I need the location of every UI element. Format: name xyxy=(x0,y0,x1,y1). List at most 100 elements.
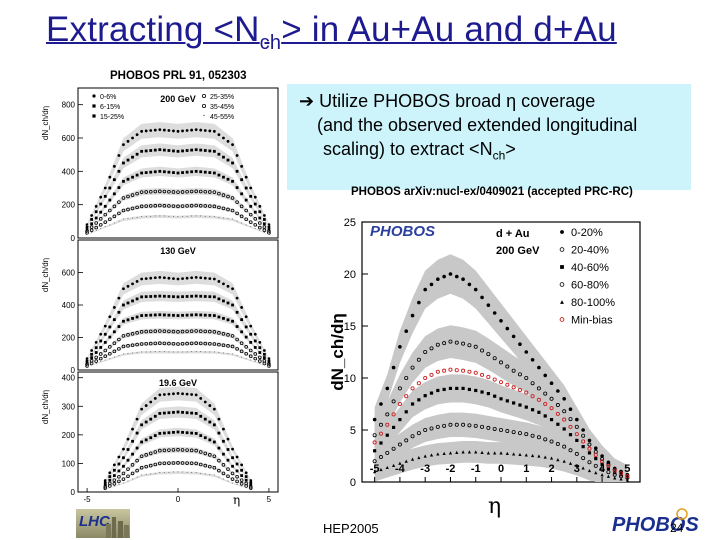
data-point xyxy=(181,430,184,434)
data-point xyxy=(122,464,125,468)
data-point xyxy=(244,475,248,478)
data-point: * xyxy=(250,359,252,363)
data-point xyxy=(112,204,117,209)
data-point xyxy=(461,368,466,373)
x-tick-label: -1 xyxy=(471,463,481,475)
data-point xyxy=(217,297,221,301)
data-point xyxy=(575,438,579,442)
data-point: * xyxy=(155,215,157,219)
data-point xyxy=(239,481,244,486)
y-tick-label: 0 xyxy=(71,234,76,243)
data-point: * xyxy=(237,220,239,224)
data-point: * xyxy=(100,360,102,364)
data-point: * xyxy=(182,471,184,475)
data-point xyxy=(162,461,167,466)
data-point xyxy=(505,326,510,331)
data-point xyxy=(158,432,162,435)
y-tick-label: 0 xyxy=(71,366,76,375)
data-point xyxy=(226,333,230,337)
y-tick-label: 25 xyxy=(344,217,356,229)
data-point: * xyxy=(255,360,257,364)
data-point xyxy=(85,231,89,235)
y-axis-label: dN_ch/dη xyxy=(41,106,50,140)
data-point xyxy=(172,129,175,133)
data-point xyxy=(499,451,503,455)
data-point xyxy=(248,486,253,491)
data-point xyxy=(139,204,144,209)
data-point xyxy=(108,345,112,349)
data-point xyxy=(167,411,171,415)
data-point: * xyxy=(173,471,175,475)
data-point xyxy=(235,296,239,300)
data-point xyxy=(226,194,230,199)
data-point xyxy=(121,344,126,349)
data-point xyxy=(235,310,239,314)
data-point xyxy=(221,206,226,211)
data-point xyxy=(267,364,271,368)
data-point xyxy=(135,173,139,177)
data-point xyxy=(416,431,421,436)
data-point: * xyxy=(259,362,261,366)
data-point xyxy=(103,220,108,224)
legend-label: 60-80% xyxy=(571,280,609,292)
data-point: * xyxy=(246,486,248,490)
data-point xyxy=(212,295,216,299)
data-point xyxy=(556,389,560,393)
data-point xyxy=(180,190,185,194)
data-point xyxy=(594,457,598,461)
data-point: * xyxy=(232,218,234,222)
data-point xyxy=(606,463,611,468)
data-point: * xyxy=(146,350,148,354)
data-point xyxy=(203,149,207,152)
data-point xyxy=(240,306,244,309)
data-point: * xyxy=(223,216,225,220)
data-point xyxy=(208,190,212,194)
data-point xyxy=(467,387,472,392)
data-point xyxy=(94,351,98,354)
data-point xyxy=(499,397,503,401)
data-point xyxy=(126,194,130,199)
data-point xyxy=(153,170,157,174)
data-point xyxy=(171,461,176,465)
y-tick-label: 600 xyxy=(62,134,76,143)
data-point xyxy=(135,342,139,347)
data-point: * xyxy=(123,353,125,357)
data-point xyxy=(185,149,189,152)
data-point xyxy=(90,352,94,356)
data-point xyxy=(258,340,262,344)
data-point xyxy=(244,335,248,339)
data-point xyxy=(568,424,573,429)
data-point: * xyxy=(187,215,189,219)
data-point xyxy=(199,276,203,280)
data-point xyxy=(176,277,180,281)
data-point xyxy=(140,314,144,317)
data-point xyxy=(222,136,225,140)
data-point: * xyxy=(87,233,89,237)
data-point xyxy=(176,330,180,334)
data-point xyxy=(378,455,383,460)
data-point: * xyxy=(96,362,98,366)
data-point xyxy=(140,407,144,411)
data-point xyxy=(212,454,217,459)
data-point xyxy=(185,295,189,298)
data-point xyxy=(117,211,121,216)
data-point xyxy=(212,204,217,209)
data-point xyxy=(226,158,230,162)
data-point xyxy=(126,284,130,288)
data-point: * xyxy=(91,231,93,235)
data-point xyxy=(486,451,490,455)
data-point xyxy=(474,388,478,393)
data-point xyxy=(94,210,98,214)
data-point xyxy=(181,295,184,299)
data-point xyxy=(126,158,130,162)
data-point: * xyxy=(255,227,257,231)
data-point xyxy=(448,272,453,276)
data-point: * xyxy=(105,225,107,229)
data-point xyxy=(208,277,212,280)
data-point xyxy=(373,470,377,474)
data-point xyxy=(94,359,98,363)
data-point: * xyxy=(268,233,270,237)
data-point xyxy=(153,434,157,437)
data-point xyxy=(99,346,103,349)
data-point xyxy=(185,204,189,208)
